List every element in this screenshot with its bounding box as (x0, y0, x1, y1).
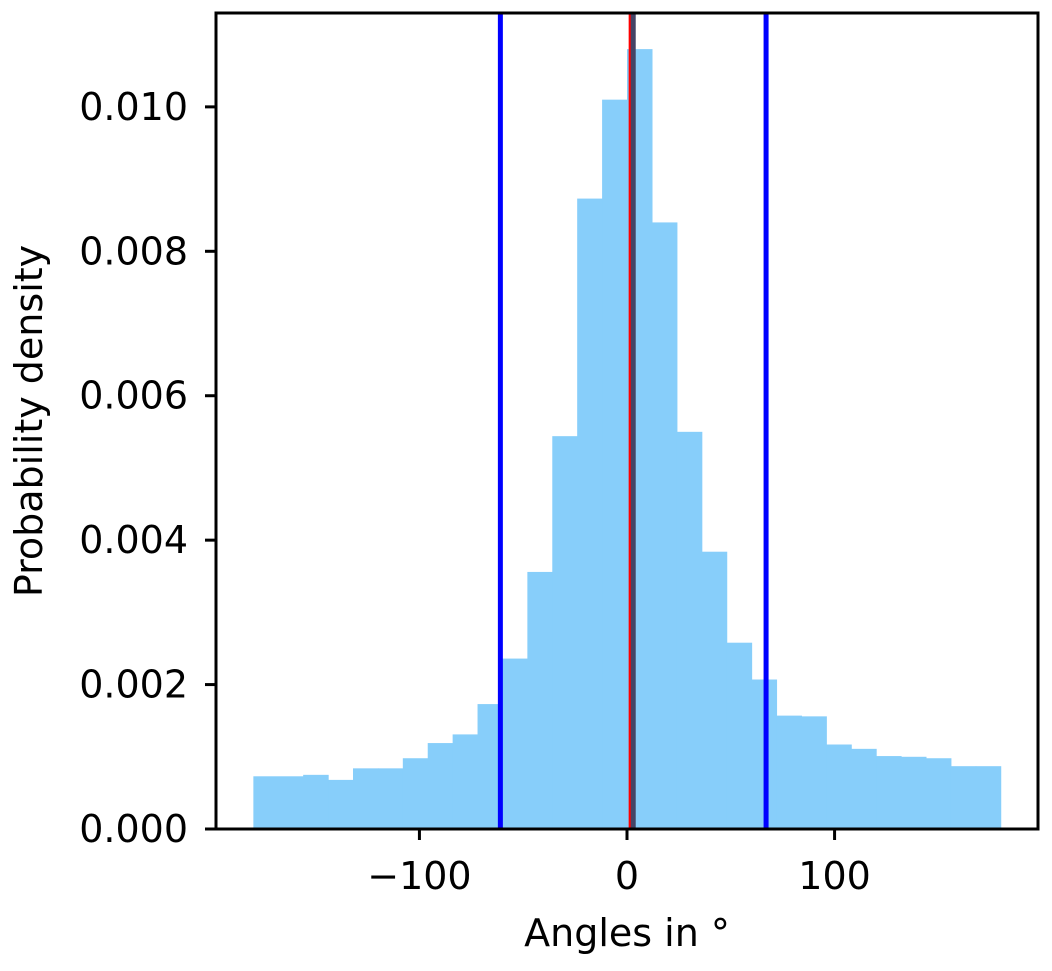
histogram-bar (602, 99, 628, 830)
histogram-bar (701, 551, 728, 829)
histogram-bar (776, 715, 802, 829)
histogram-bar (427, 743, 454, 829)
x-tick-label: 0 (615, 854, 639, 898)
histogram-bar (303, 774, 329, 829)
histogram-bar (253, 776, 304, 829)
histogram-bar (377, 768, 404, 829)
y-axis-ticks: 0.000 0.002 0.004 0.006 0.008 0.010 (79, 85, 216, 851)
histogram-bar (353, 768, 379, 829)
reference-lines (497, 13, 769, 829)
x-tick-label: 100 (798, 854, 871, 898)
histogram-bar (676, 431, 703, 829)
y-tick-label: 0.002 (79, 663, 188, 707)
histogram-bar (402, 758, 429, 829)
y-tick-label: 0.006 (79, 374, 188, 418)
histogram-bar (801, 716, 827, 829)
histogram-bar (925, 758, 952, 829)
histogram-bar (552, 436, 578, 829)
y-tick-label: 0.004 (79, 518, 188, 562)
histogram-bars (253, 49, 1002, 830)
histogram-bar (851, 748, 877, 829)
histogram-bar (826, 744, 852, 829)
y-tick-label: 0.008 (79, 229, 188, 273)
y-axis-label: Probability density (7, 245, 51, 597)
x-tick-label: −100 (367, 854, 471, 898)
histogram-bar (876, 756, 902, 829)
histogram-bar (527, 571, 553, 829)
histogram-bar (502, 658, 528, 829)
histogram-bar (577, 198, 603, 830)
histogram-bar (651, 222, 678, 830)
histogram-bar (950, 766, 977, 829)
histogram-bar (901, 756, 927, 829)
y-tick-label: 0.010 (79, 85, 188, 129)
histogram-bar (452, 734, 479, 829)
y-tick-label: 0.000 (79, 807, 188, 851)
x-axis-label: Angles in ° (524, 911, 730, 955)
histogram-bar (726, 642, 753, 829)
x-axis-ticks: −100 0 100 (367, 829, 871, 898)
histogram-bar (975, 766, 1002, 829)
histogram-bar (328, 779, 354, 829)
